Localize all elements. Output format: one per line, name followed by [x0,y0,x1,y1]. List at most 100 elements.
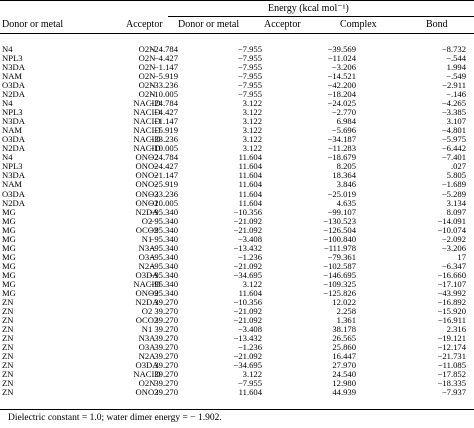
cell-energy-donor: −24.784 [149,44,178,54]
col-header-bond: Bond [426,19,448,30]
cell-energy-acceptor: −21.092 [233,351,262,362]
cell-energy-acceptor: −3.408 [237,233,262,244]
cell-donor-or-metal: O3DA [2,188,25,199]
cell-energy-donor: 39.270 [154,369,178,380]
cell-energy-acceptor: −34.695 [233,360,262,371]
cell-energy-acceptor: 11.604 [238,197,262,208]
cell-energy-donor: −5.919 [153,179,178,190]
cell-acceptor: O2N [138,62,156,73]
table-row: ZN N2DA 39.270 −10.356 12.022 −16.892 [0,296,474,307]
cell-donor-or-metal: N2DA [2,89,25,100]
table-row: N3DA O2N −1.147 −7.955 −3.206 1.994 [0,63,474,72]
cell-energy-acceptor: −1.236 [237,251,262,262]
cell-acceptor: ONO2 [135,161,159,172]
table-row: ZN ONO2 39.270 11.604 44.939 −7.937 [0,388,474,397]
cell-energy-donor: −24.784 [149,98,178,109]
cell-acceptor: NACID [133,98,161,109]
cell-energy-donor: −10.005 [149,197,178,208]
cell-donor-or-metal: N4 [2,98,13,109]
cell-energy-donor: 39.270 [154,305,178,316]
table-row: O3DA ONO2 −33.236 11.604 −25.019 −5.289 [0,188,474,199]
cell-bond: −.146 [446,89,466,100]
table-row: MG N2A −95.340 −21.092 −102.587 −6.347 [0,260,474,271]
cell-complex: −14.521 [327,71,356,82]
table-row: N3DA ONO2 −1.147 11.604 18.364 5.805 [0,171,474,180]
cell-energy-donor: −95.340 [149,287,178,298]
table-row: MG N1 −95.340 −3.408 −100.840 −2.092 [0,233,474,244]
table-row: NAM O2N −5.919 −7.955 −14.521 −.549 [0,72,474,81]
cell-acceptor: ONO2 [135,170,159,181]
cell-energy-donor: −1.147 [153,116,178,127]
cell-energy-donor: −95.340 [149,251,178,262]
table-row: NPL3 NACID −4.427 3.122 −2.770 −3.385 [0,108,474,117]
cell-donor-or-metal: ZN [2,305,14,316]
cell-complex: −102.587 [323,260,356,271]
cell-energy-donor: −95.340 [149,269,178,280]
cell-complex: 1.361 [336,314,356,325]
cell-energy-donor: −95.340 [149,233,178,244]
cell-bond: −8.732 [441,44,466,54]
cell-acceptor: N2DA [135,206,159,217]
cell-donor-or-metal: NAM [2,71,23,82]
col-header-acceptor: Acceptor [126,19,163,30]
cell-energy-acceptor: 3.122 [242,125,262,136]
cell-acceptor: O2 [141,305,153,316]
group-underline [168,16,474,17]
cell-bond: −3.206 [441,242,466,253]
cell-acceptor: NACID [133,116,161,127]
cell-bond: 17 [457,251,466,262]
table-row: ZN O3DA 39.270 −34.695 27.970 −11.085 [0,361,474,370]
cell-donor-or-metal: NPL3 [2,161,23,172]
cell-donor-or-metal: MG [2,242,16,253]
cell-energy-acceptor: −10.356 [233,296,262,307]
cell-energy-acceptor: −21.092 [233,215,262,226]
cell-bond: −6.442 [441,143,466,154]
cell-energy-donor: −33.236 [149,134,178,145]
cell-acceptor: N3A [138,333,156,343]
cell-energy-donor: 39.270 [154,351,178,362]
cell-complex: 44.939 [332,387,356,398]
cell-bond: −7.937 [441,387,466,398]
cell-complex: −100.840 [323,233,356,244]
table-row: N2DA NACID −10.005 3.122 −11.283 −6.442 [0,144,474,153]
cell-complex: −111.978 [323,242,356,253]
table-row: MG O2 −95.340 −21.092 −130.523 −14.091 [0,215,474,226]
cell-energy-donor: 39.270 [154,333,178,343]
cell-acceptor: N2A [138,351,156,362]
table-row: N2DA O2N −10.005 −7.955 −18.204 −.146 [0,90,474,99]
col-header-energy-acceptor: Acceptor [264,19,301,30]
table-row: ZN O2 39.270 −21.092 2.258 −15.920 [0,305,474,316]
cell-acceptor: O3A [138,251,156,262]
table-row: ZN N3A 39.270 −13.432 26.565 −19.121 [0,333,474,343]
cell-bond: −16.892 [437,296,466,307]
cell-complex: −3.206 [331,62,356,73]
table-row: ZN OCO2 39.270 −21.092 1.361 −16.911 [0,314,474,325]
cell-acceptor: NACID [133,107,161,118]
cell-energy-donor: −33.236 [149,80,178,91]
cell-energy-donor: 39.270 [154,378,178,389]
cell-energy-acceptor: −7.955 [237,89,262,100]
cell-energy-donor: −24.784 [149,152,178,163]
table-row: MG N3A −95.340 −13.432 −111.978 −3.206 [0,242,474,253]
cell-energy-donor: 39.270 [154,360,178,371]
cell-energy-donor: −5.919 [153,71,178,82]
cell-complex: 6.984 [336,116,356,127]
cell-energy-acceptor: 11.604 [238,161,262,172]
cell-energy-acceptor: 11.604 [238,287,262,298]
cell-bond: −18.335 [437,378,466,389]
cell-bond: −17.107 [437,278,466,289]
cell-acceptor: ONO2 [135,179,159,190]
cell-complex: −99.107 [327,206,356,217]
cell-donor-or-metal: N3DA [2,116,25,127]
cell-complex: 25.860 [332,342,356,353]
cell-energy-donor: −4.427 [153,53,178,64]
cell-donor-or-metal: ZN [2,314,14,325]
cell-complex: 26.565 [332,333,356,343]
cell-complex: −146.695 [323,269,356,280]
cell-acceptor: O2N [138,53,156,64]
table-row: MG ONO2 −95.340 11.604 −125.826 −43.992 [0,287,474,298]
cell-acceptor: N2A [138,260,156,271]
cell-energy-acceptor: −21.092 [233,260,262,271]
cell-bond: −3.385 [441,107,466,118]
table-footnote: Dielectric constant = 1.0; water dimer e… [8,413,222,423]
